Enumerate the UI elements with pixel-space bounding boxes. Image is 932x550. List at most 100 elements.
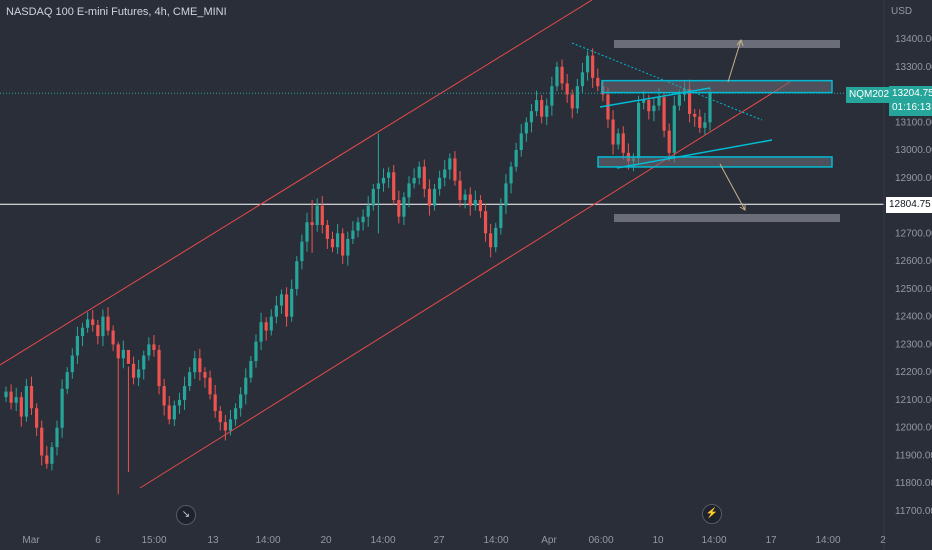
candle-body (514, 150, 518, 167)
candle-body (131, 363, 136, 378)
bar-countdown-tag: 01:16:13 (889, 100, 932, 116)
candle-body (453, 158, 457, 181)
candle-body (167, 405, 171, 420)
currency-label: USD (891, 6, 913, 17)
candle-body (509, 166, 513, 184)
candle-body (667, 130, 671, 153)
candle-body (463, 194, 467, 201)
candle-body (483, 211, 488, 234)
candle-body (642, 100, 646, 103)
reference-price-tag: 12804.75 (886, 197, 932, 213)
candle-body (305, 222, 309, 242)
candle-body (585, 55, 590, 73)
candle-body (693, 113, 697, 117)
candle-body (111, 330, 115, 345)
x-tick-label: 14:00 (483, 535, 508, 546)
candle-body (422, 166, 426, 189)
candle-body (708, 93, 712, 123)
x-tick-label: 10 (652, 535, 664, 546)
y-tick-label: 11700.00 (895, 506, 932, 517)
candle-body (193, 358, 197, 373)
candle-body (91, 319, 95, 325)
candle-body (657, 97, 661, 106)
y-tick-label: 13400.00 (895, 34, 932, 45)
candle-body (346, 238, 350, 256)
candle-body (188, 372, 192, 387)
candle-body (203, 372, 207, 378)
projection-arrowhead-down (739, 204, 746, 211)
x-tick-label: 20 (320, 535, 332, 546)
candle-body (534, 100, 539, 112)
candle-body (24, 386, 29, 417)
y-tick-label: 11800.00 (895, 478, 932, 489)
candle-body (162, 386, 166, 406)
candle-body (4, 391, 8, 398)
candle-body (580, 72, 585, 87)
candle-body (320, 205, 324, 226)
candle-body (677, 94, 681, 106)
candle-body (264, 322, 268, 331)
candle-body (244, 377, 248, 395)
candle-body (412, 177, 416, 184)
candle-body (177, 399, 182, 406)
y-tick-label: 12300.00 (895, 339, 932, 350)
candle-body (335, 233, 340, 248)
y-tick-label: 12000.00 (895, 423, 932, 434)
candle-body (284, 294, 289, 317)
candle-body (45, 455, 49, 464)
candle-body (427, 188, 432, 206)
candle-body (137, 369, 141, 378)
candle-body (529, 111, 534, 123)
candle-body (228, 419, 233, 431)
candle-body (223, 422, 227, 431)
candle-body (14, 397, 18, 403)
candle-body (290, 288, 294, 317)
candle-body (29, 386, 34, 409)
x-tick-label: 14:00 (255, 535, 280, 546)
candle-body (330, 238, 335, 248)
x-tick-label: 27 (433, 535, 445, 546)
candlestick-series (4, 48, 712, 495)
candle-body (524, 122, 528, 134)
time-axis[interactable]: Mar 6 15:00 13 14:00 20 14:00 27 14:00 Apr 06:00 10… (22, 535, 886, 546)
split-arrow-icon[interactable]: ↘ (176, 505, 196, 525)
candle-body (687, 88, 692, 114)
candle-body (116, 344, 120, 359)
candle-body (239, 394, 243, 409)
candle-body (397, 200, 401, 217)
y-tick-label: 12600.00 (895, 256, 932, 267)
candle-body (152, 344, 156, 350)
candle-body (438, 177, 442, 189)
target-zone-lower (614, 214, 840, 222)
y-tick-label: 12100.00 (895, 395, 932, 406)
x-tick-label: 14:00 (815, 535, 840, 546)
candle-body (249, 361, 253, 378)
candle-body (300, 241, 304, 262)
candle-body (468, 194, 472, 206)
symbol-tag: NQM2023 (846, 87, 898, 103)
x-tick-label: 6 (95, 535, 101, 546)
candle-body (274, 305, 278, 317)
x-tick-label: 06:00 (588, 535, 613, 546)
candle-body (575, 86, 579, 109)
target-zone-upper (614, 40, 840, 48)
lightning-icon[interactable]: ⚡ (702, 504, 722, 524)
candle-body (126, 349, 131, 364)
candle-body (269, 316, 273, 331)
candle-body (198, 358, 202, 373)
candle-body (545, 105, 549, 117)
candle-body (101, 316, 105, 337)
channel-upper-line (0, 0, 593, 366)
candle-body (478, 200, 483, 212)
candle-body (703, 122, 707, 128)
y-tick-label: 12500.00 (895, 284, 932, 295)
chart-title: NASDAQ 100 E-mini Futures, 4h, CME_MINI (6, 6, 227, 18)
x-tick-label: 15:00 (141, 535, 166, 546)
candle-body (371, 188, 375, 206)
candle-body (366, 205, 370, 217)
candle-body (356, 222, 360, 231)
candle-body (75, 336, 80, 356)
y-tick-label: 12200.00 (895, 367, 932, 378)
x-tick-label: 17 (765, 535, 777, 546)
